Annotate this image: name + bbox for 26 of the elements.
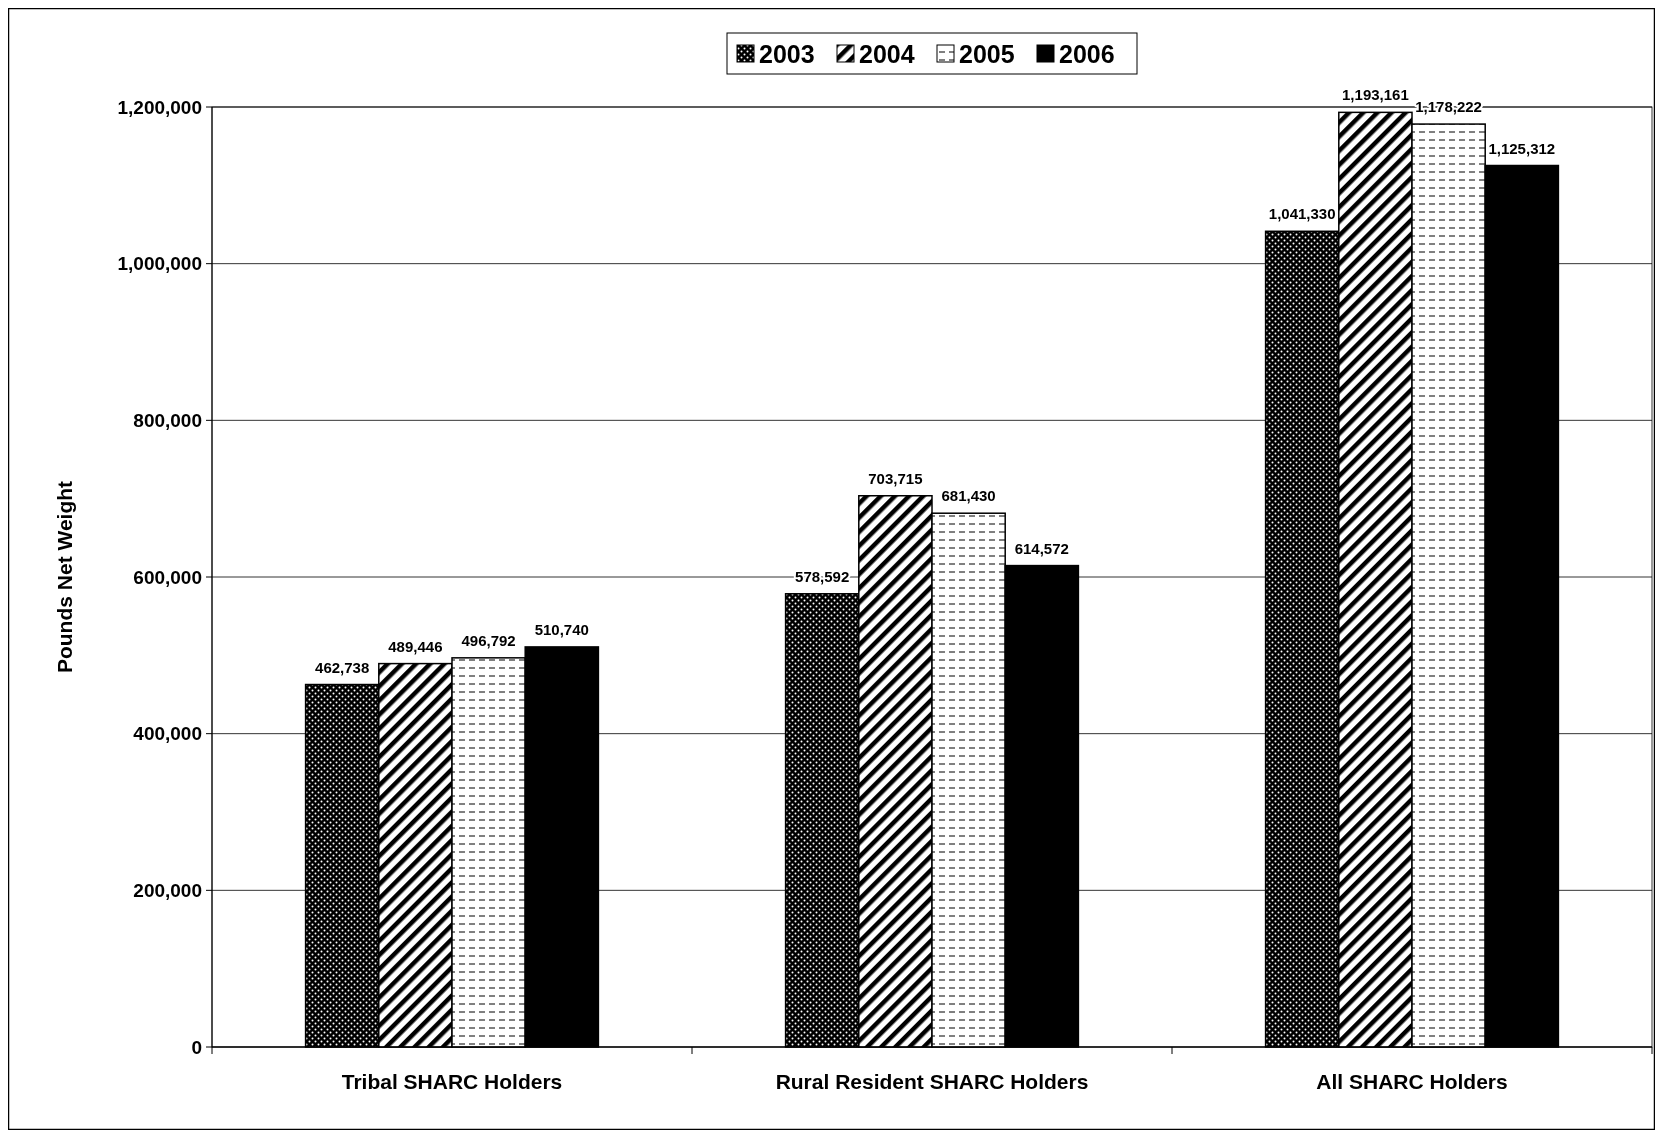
- data-label: 703,715: [868, 469, 923, 487]
- y-tick-label: 800,000: [133, 409, 202, 431]
- x-tick-label: Tribal SHARC Holders: [341, 1070, 563, 1093]
- data-label: 462,738: [315, 658, 370, 676]
- y-axis-title: Pounds Net Weight: [53, 480, 76, 674]
- legend-label: 2005: [959, 39, 1015, 68]
- legend-label: 2006: [1059, 39, 1115, 68]
- data-label: 489,446: [388, 637, 443, 655]
- y-tick-label: 200,000: [133, 879, 202, 901]
- data-label: 614,572: [1014, 539, 1069, 557]
- data-label: 496,792: [461, 631, 516, 649]
- data-label: 1,193,161: [1342, 86, 1409, 104]
- legend-label: 2004: [859, 39, 915, 68]
- data-label: 578,592: [795, 567, 850, 585]
- data-label: 1,041,330: [1268, 205, 1336, 223]
- x-tick-label: All SHARC Holders: [1316, 1070, 1508, 1093]
- data-label: 1,125,312: [1488, 139, 1556, 157]
- data-label: 510,740: [534, 620, 589, 638]
- x-tick-label: Rural Resident SHARC Holders: [775, 1070, 1089, 1093]
- y-tick-label: 600,000: [133, 566, 202, 588]
- y-tick-label: 1,200,000: [117, 96, 202, 118]
- y-tick-label: 0: [191, 1036, 202, 1058]
- y-tick-label: 1,000,000: [117, 253, 202, 275]
- legend-label: 2003: [759, 39, 815, 68]
- y-tick-label: 400,000: [133, 723, 202, 745]
- data-label: 681,430: [941, 487, 996, 505]
